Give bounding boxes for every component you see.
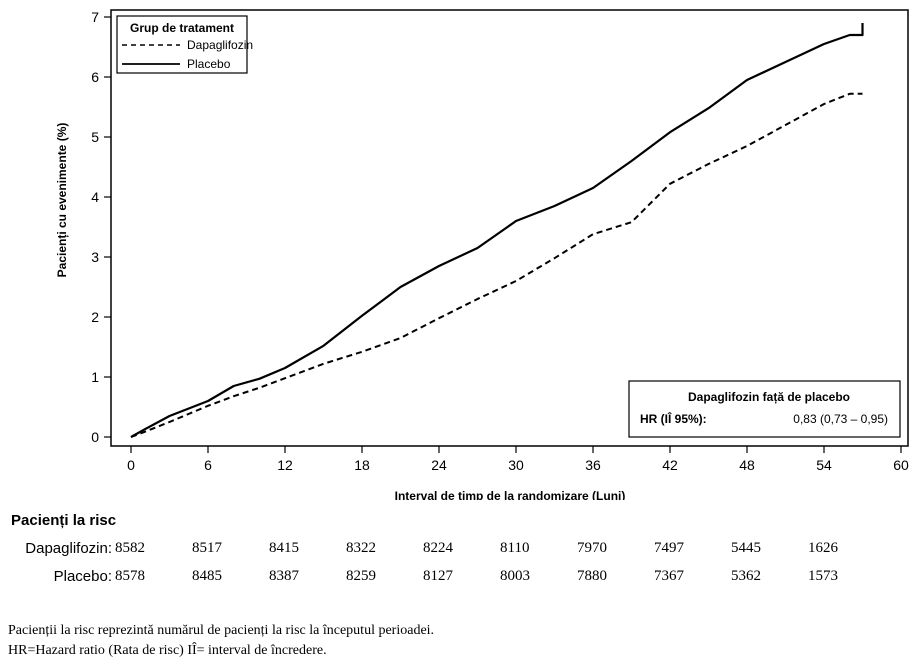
hr-annotation: Dapaglifozin față de placebo HR (IÎ 95%)… (628, 380, 901, 438)
y-tick-label: 0 (91, 429, 99, 445)
y-tick-label: 4 (91, 189, 99, 205)
risk-row-label: Placebo: (53, 568, 112, 585)
x-tick-label: 12 (277, 457, 293, 473)
x-tick-label: 18 (354, 457, 370, 473)
y-tick-label: 2 (91, 309, 99, 325)
x-tick-label: 54 (816, 457, 832, 473)
risk-cell: 8578 (115, 568, 145, 584)
risk-cell: 8415 (269, 540, 299, 556)
series-line-placebo (130, 23, 864, 438)
risk-cell: 1626 (808, 540, 838, 556)
x-tick-label: 42 (662, 457, 678, 473)
x-tick-label: 60 (893, 457, 909, 473)
risk-cell: 8127 (423, 568, 453, 584)
series-line-dapaglifozin (130, 92, 863, 438)
risk-cell: 8387 (269, 568, 299, 584)
risk-cell: 8003 (500, 568, 530, 584)
plot-frame (110, 9, 909, 447)
x-axis: 0 6 12 18 24 30 36 42 48 54 60 (127, 446, 909, 473)
y-axis: 0 1 2 3 4 5 6 7 (91, 9, 111, 445)
risk-row: Dapaglifozin: 8582 8517 8415 8322 8224 8110 797… (0, 540, 921, 560)
legend-label-dapaglifozin: Dapaglifozin (187, 38, 253, 52)
risk-cell: 1573 (808, 568, 838, 584)
risk-cell: 7970 (577, 540, 607, 556)
footnote-2: HR=Hazard ratio (Rata de risc) IÎ= inter… (8, 643, 327, 658)
y-tick-label: 7 (91, 9, 99, 25)
x-tick-label: 30 (508, 457, 524, 473)
risk-cell: 7880 (577, 568, 607, 584)
risk-cell: 8110 (500, 540, 530, 556)
hr-box (628, 380, 901, 438)
x-tick-label: 48 (739, 457, 755, 473)
x-tick-label: 6 (204, 457, 212, 473)
risk-row: Placebo: 8578 8485 8387 8259 8127 8003 7880 7367… (0, 568, 921, 588)
x-tick-label: 0 (127, 457, 135, 473)
hr-label: HR (IÎ 95%): (640, 411, 707, 426)
footnote-1: Pacienții la risc reprezintă numărul de … (8, 623, 435, 638)
y-tick-label: 3 (91, 249, 99, 265)
risk-cell: 7497 (654, 540, 684, 556)
risk-cell: 8517 (192, 540, 222, 556)
risk-table-title: Pacienți la risc (11, 512, 117, 529)
y-tick-label: 5 (91, 129, 99, 145)
risk-cell: 8485 (192, 568, 222, 584)
y-tick-label: 1 (91, 369, 99, 385)
legend-title: Grup de tratament (130, 21, 234, 35)
risk-row-label: Dapaglifozin: (25, 540, 112, 557)
risk-cell: 7367 (654, 568, 684, 584)
x-tick-label: 24 (431, 457, 447, 473)
risk-cell: 8582 (115, 540, 145, 556)
risk-cell: 8259 (346, 568, 376, 584)
x-tick-label: 36 (585, 457, 601, 473)
legend-label-placebo: Placebo (187, 57, 231, 71)
x-axis-label: Interval de timp de la randomizare (Luni… (395, 489, 626, 500)
risk-cell: 8322 (346, 540, 376, 556)
y-axis-label: Pacienți cu evenimente (%) (55, 123, 69, 278)
risk-cell: 8224 (423, 540, 453, 556)
y-tick-label: 6 (91, 69, 99, 85)
risk-cell: 5362 (731, 568, 761, 584)
risk-cell: 5445 (731, 540, 761, 556)
hr-value: 0,83 (0,73 – 0,95) (793, 412, 888, 426)
legend-box (116, 15, 248, 74)
series-layer (130, 23, 864, 438)
legend: Grup de tratament Dapaglifozin Placebo (116, 15, 253, 74)
hr-title: Dapaglifozin față de placebo (688, 390, 850, 404)
